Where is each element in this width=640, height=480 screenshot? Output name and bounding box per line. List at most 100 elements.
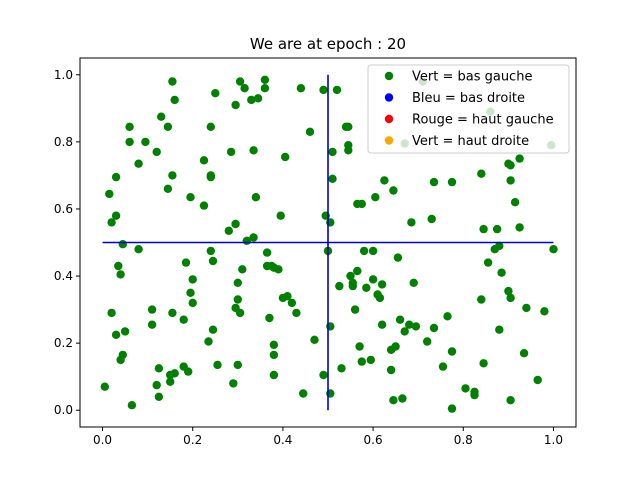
data-point-0-51 xyxy=(208,325,218,334)
data-point-0-3 xyxy=(107,218,116,227)
data-point-0-166 xyxy=(495,241,504,251)
ticks-layer: 0.0 0.2 0.4 0.6 0.8 1.0 0.0 0.2 0.4 0.6 0.8 1.0 xyxy=(54,68,563,447)
data-point-0-145 xyxy=(423,337,432,346)
data-point-0-56 xyxy=(229,379,238,388)
legend-marker-1 xyxy=(384,93,394,102)
data-point-0-38 xyxy=(184,367,193,376)
data-point-0-75 xyxy=(262,248,272,257)
data-point-0-37 xyxy=(181,258,191,267)
data-point-0-147 xyxy=(429,177,439,187)
data-point-0-146 xyxy=(427,214,436,224)
legend-label-2: Rouge = haut gauche xyxy=(412,113,554,128)
data-point-0-180 xyxy=(540,307,549,316)
data-point-0-148 xyxy=(429,323,439,333)
data-point-0-153 xyxy=(447,404,457,413)
data-point-0-61 xyxy=(233,360,242,370)
data-point-0-71 xyxy=(251,193,261,202)
data-point-0-39 xyxy=(186,193,195,202)
data-point-0-127 xyxy=(377,280,387,289)
data-point-0-44 xyxy=(199,201,209,210)
data-point-0-49 xyxy=(206,246,215,256)
data-point-0-17 xyxy=(134,245,143,254)
data-point-0-142 xyxy=(409,278,418,287)
data-point-0-119 xyxy=(359,246,369,256)
data-point-0-139 xyxy=(400,327,409,336)
x-tick-label-3: 0.6 xyxy=(364,433,383,447)
data-point-0-154 xyxy=(461,384,470,393)
data-point-0-141 xyxy=(407,218,416,227)
data-point-0-4 xyxy=(111,172,121,182)
data-point-0-6 xyxy=(111,330,121,339)
legend-label-0: Vert = bas gauche xyxy=(412,70,532,85)
x-tick-label-1: 0.2 xyxy=(183,433,202,447)
data-point-0-74 xyxy=(260,84,270,93)
data-point-0-54 xyxy=(224,226,233,235)
plot-frame xyxy=(79,57,577,428)
data-point-0-33 xyxy=(170,95,179,105)
data-point-0-20 xyxy=(147,320,157,329)
data-point-0-15 xyxy=(127,401,137,410)
data-point-0-1 xyxy=(107,308,116,318)
data-point-0-124 xyxy=(371,193,380,202)
data-point-0-107 xyxy=(344,122,353,131)
data-point-0-92 xyxy=(305,127,315,136)
data-point-0-79 xyxy=(269,340,279,349)
data-point-0-69 xyxy=(249,233,258,242)
data-point-0-82 xyxy=(269,350,279,360)
data-point-0-157 xyxy=(477,169,486,178)
data-point-0-178 xyxy=(522,303,531,313)
data-point-0-113 xyxy=(350,305,360,314)
data-point-0-179 xyxy=(533,375,542,385)
legend: Vert = bas gauche Bleu = bas droite Rouge … xyxy=(367,64,570,154)
data-point-0-105 xyxy=(337,364,346,373)
data-point-0-27 xyxy=(163,184,173,193)
data-point-0-26 xyxy=(163,122,173,131)
lines-layer xyxy=(102,74,554,411)
data-point-0-28 xyxy=(166,377,175,386)
data-point-0-48 xyxy=(206,171,215,180)
data-point-0-137 xyxy=(398,394,407,403)
data-point-0-173 xyxy=(506,161,515,170)
data-point-0-151 xyxy=(447,177,457,187)
data-point-0-177 xyxy=(519,349,529,358)
data-point-0-59 xyxy=(231,219,240,229)
data-point-0-10 xyxy=(118,240,128,249)
data-point-0-156 xyxy=(470,390,479,400)
chart-title: We are at epoch : 20 xyxy=(250,35,406,53)
data-point-0-182 xyxy=(549,245,558,254)
data-point-0-14 xyxy=(125,122,134,131)
data-point-0-128 xyxy=(377,320,387,329)
data-point-0-53 xyxy=(213,360,222,370)
data-point-0-172 xyxy=(506,176,515,185)
data-point-0-77 xyxy=(265,313,274,323)
data-point-0-104 xyxy=(335,281,344,291)
data-point-0-91 xyxy=(299,389,308,398)
data-point-0-110 xyxy=(346,271,355,281)
data-point-0-169 xyxy=(504,286,513,296)
legend-marker-2 xyxy=(384,114,394,124)
data-point-0-2 xyxy=(105,189,114,199)
data-point-0-130 xyxy=(386,365,396,375)
x-tick-label-2: 0.4 xyxy=(273,433,292,447)
data-point-0-150 xyxy=(443,312,452,321)
data-point-0-121 xyxy=(366,355,375,365)
y-tick-label-4: 0.8 xyxy=(54,135,73,149)
data-point-0-63 xyxy=(235,77,245,86)
data-point-0-70 xyxy=(249,146,258,155)
data-point-0-12 xyxy=(120,327,130,336)
legend-box xyxy=(367,64,570,154)
data-point-0-129 xyxy=(380,176,389,185)
data-point-0-81 xyxy=(269,370,279,380)
data-point-0-103 xyxy=(332,85,342,95)
data-point-0-41 xyxy=(188,298,197,308)
data-point-0-94 xyxy=(319,370,328,380)
data-point-0-68 xyxy=(247,95,256,105)
data-point-0-88 xyxy=(287,298,297,308)
data-point-0-11 xyxy=(118,350,128,360)
data-point-0-176 xyxy=(515,223,524,232)
data-point-0-159 xyxy=(479,359,488,368)
data-point-0-102 xyxy=(328,174,337,183)
data-point-0-84 xyxy=(276,211,285,220)
x-tick-label-4: 0.8 xyxy=(454,433,473,447)
